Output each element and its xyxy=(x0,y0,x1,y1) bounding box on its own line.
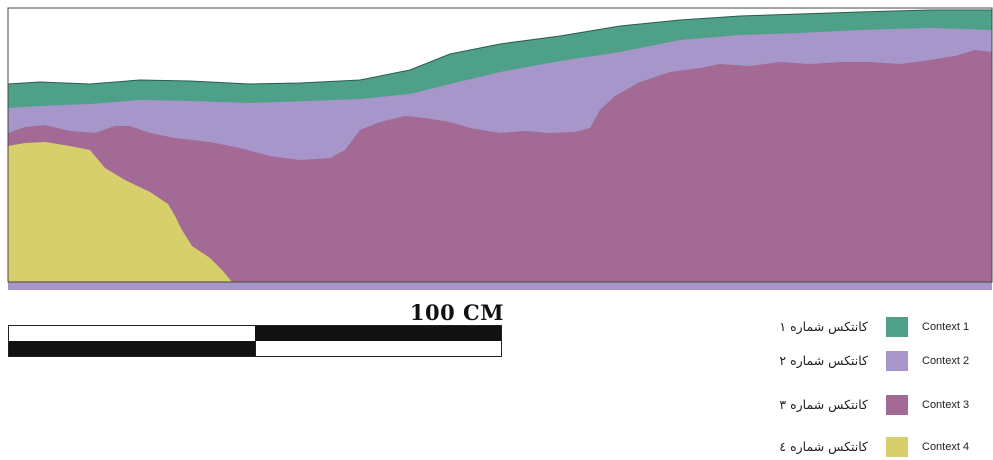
scale-segment xyxy=(255,326,501,341)
section-frame xyxy=(7,7,993,283)
legend-item-context-3: کانتکس شماره ۳ Context 3 xyxy=(760,394,990,418)
legend-english-label: Context 1 xyxy=(922,321,970,333)
context-3-layer xyxy=(8,50,992,282)
legend-item-context-4: کانتکس شماره ٤ Context 4 xyxy=(760,436,990,460)
legend-swatch xyxy=(886,351,908,371)
legend-item-context-2: کانتکس شماره ۲ Context 2 xyxy=(760,350,990,374)
legend-english-label: Context 4 xyxy=(922,441,970,453)
legend-swatch xyxy=(886,395,908,415)
legend-persian-label: کانتکس شماره ۳ xyxy=(779,397,868,412)
legend-english-label: Context 2 xyxy=(922,355,970,367)
legend-swatch xyxy=(886,437,908,457)
legend-persian-label: کانتکس شماره ۱ xyxy=(779,319,868,334)
ground-surface-line xyxy=(7,9,992,85)
scale-segment xyxy=(9,341,255,356)
scale-bar: 100 CM xyxy=(8,300,504,360)
scale-label: 100 CM xyxy=(409,300,504,325)
legend-persian-label: کانتکس شماره ٤ xyxy=(779,439,868,454)
legend-swatch xyxy=(886,317,908,337)
scale-segment xyxy=(255,341,501,356)
stratigraphic-section xyxy=(7,7,993,290)
scale-bar-graphic xyxy=(8,325,502,357)
legend-english-label: Context 3 xyxy=(922,399,970,411)
legend-item-context-1: کانتکس شماره ۱ Context 1 xyxy=(760,316,990,340)
context-4-layer xyxy=(8,142,232,282)
legend-persian-label: کانتکس شماره ۲ xyxy=(779,353,868,368)
scale-segment xyxy=(9,326,255,341)
